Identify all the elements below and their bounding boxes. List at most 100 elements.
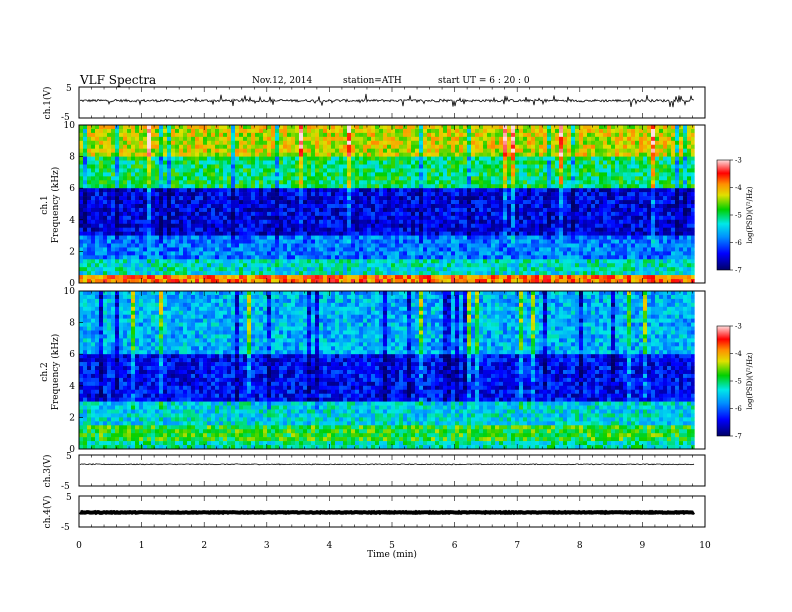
spectrogram-cell (631, 192, 636, 197)
spectrogram-cell (687, 152, 692, 157)
spectrogram-cell (431, 196, 436, 201)
spectrogram-cell (223, 164, 228, 169)
spectrogram-cell (251, 156, 256, 161)
spectrogram-cell (347, 128, 352, 134)
spectrogram-cell (675, 136, 680, 142)
spectrogram-cell (319, 207, 324, 213)
spectrogram-cell (303, 152, 308, 157)
spectrogram-cell (267, 207, 272, 213)
spectrogram-cell (415, 192, 420, 197)
spectrogram-cell (651, 211, 656, 217)
spectrogram-cell (659, 215, 664, 221)
spectrogram-cell (363, 140, 368, 146)
spectrogram-cell (511, 235, 516, 240)
spectrogram-cell (351, 184, 356, 189)
spectrogram-cell (511, 125, 516, 130)
spectrogram-cell (435, 211, 440, 217)
spectrogram-cell (407, 247, 412, 252)
spectrogram-cell (643, 144, 648, 149)
spectrogram-cell (499, 144, 504, 149)
spectrogram-cell (591, 152, 596, 157)
spectrogram-cell (435, 160, 440, 165)
spectrogram-cell (343, 223, 348, 228)
spectrogram-cell (91, 125, 96, 130)
spectrogram-cell (551, 223, 556, 228)
spectrogram-cell (155, 152, 160, 157)
spectrogram-cell (191, 148, 196, 153)
spectrogram-cell (495, 247, 500, 252)
spectrogram-cell (91, 204, 96, 209)
spectrogram-cell (263, 132, 268, 138)
spectrogram-cell (235, 235, 240, 240)
spectrogram-cell (315, 164, 320, 169)
spectrogram-cell (567, 227, 572, 232)
spectrogram-cell (291, 204, 296, 209)
spectrogram-cell (491, 204, 496, 209)
spectrogram-cell (595, 176, 600, 181)
spectrogram-cell (199, 211, 204, 217)
spectrogram-cell (271, 200, 276, 205)
spectrogram-cell (511, 215, 516, 221)
spectrogram-cell (171, 207, 176, 213)
spectrogram-cell (399, 172, 404, 177)
spectrogram-cell (299, 247, 304, 252)
spectrogram-cell (259, 156, 264, 161)
spectrogram-cell (203, 207, 208, 213)
spectrogram-cell (307, 196, 312, 201)
spectrogram-cell (639, 196, 644, 201)
spectrogram-cell (687, 223, 692, 228)
spectrogram-cell (371, 152, 376, 157)
spectrogram-cell (375, 136, 380, 142)
spectrogram-cell (179, 219, 184, 225)
spectrogram-cell (679, 211, 684, 217)
spectrogram-cell (491, 160, 496, 165)
spectrogram-cell (491, 243, 496, 248)
spectrogram-cell (547, 136, 552, 142)
spectrogram-cell (623, 176, 628, 181)
spectrogram-cell (283, 243, 288, 248)
spectrogram-cell (543, 211, 548, 217)
spectrogram-cell (431, 125, 436, 130)
spectrogram-cell (659, 184, 664, 189)
spectrogram-cell (339, 160, 344, 165)
spectrogram-cell (151, 156, 156, 161)
spectrogram-cell (691, 168, 695, 173)
spectrogram-cell (663, 152, 668, 157)
spectrogram-cell (407, 196, 412, 201)
spectrogram-cell (103, 192, 108, 197)
spectrogram-cell (79, 164, 84, 169)
spectrogram-cell (267, 125, 272, 130)
spectrogram-cell (275, 200, 280, 205)
spectrogram-cell (271, 128, 276, 134)
spectrogram-cell (243, 239, 248, 244)
spectrogram-cell (443, 148, 448, 153)
spectrogram-cell (531, 152, 536, 157)
spectrogram-cell (147, 211, 152, 217)
spectrogram-cell (599, 132, 604, 138)
spectrogram-cell (351, 128, 356, 134)
spectrogram-cell (683, 132, 688, 138)
spectrogram-cell (203, 168, 208, 173)
spectrogram-cell (459, 128, 464, 134)
spectrogram-cell (119, 239, 124, 244)
spectrogram-cell (139, 192, 144, 197)
spectrogram-cell (519, 215, 524, 221)
spectrogram-cell (367, 204, 372, 209)
spectrogram-cell (559, 125, 564, 130)
spectrogram-cell (631, 188, 636, 193)
spectrogram-cell (627, 227, 632, 232)
spectrogram-cell (283, 176, 288, 181)
spectrogram-cell (335, 188, 340, 193)
spectrogram-cell (527, 125, 532, 130)
spectrogram-cell (227, 184, 232, 189)
spectrogram-cell (135, 132, 140, 138)
spectrogram-cell (275, 125, 280, 130)
spectrogram-cell (531, 227, 536, 232)
spectrogram-cell (499, 204, 504, 209)
spectrogram-cell (139, 243, 144, 248)
spectrogram-cell (307, 247, 312, 252)
spectrogram-cell (667, 125, 672, 130)
spectrogram-cell (371, 219, 376, 225)
spectrogram-cell (115, 176, 120, 181)
spectrogram-cell (387, 247, 392, 252)
